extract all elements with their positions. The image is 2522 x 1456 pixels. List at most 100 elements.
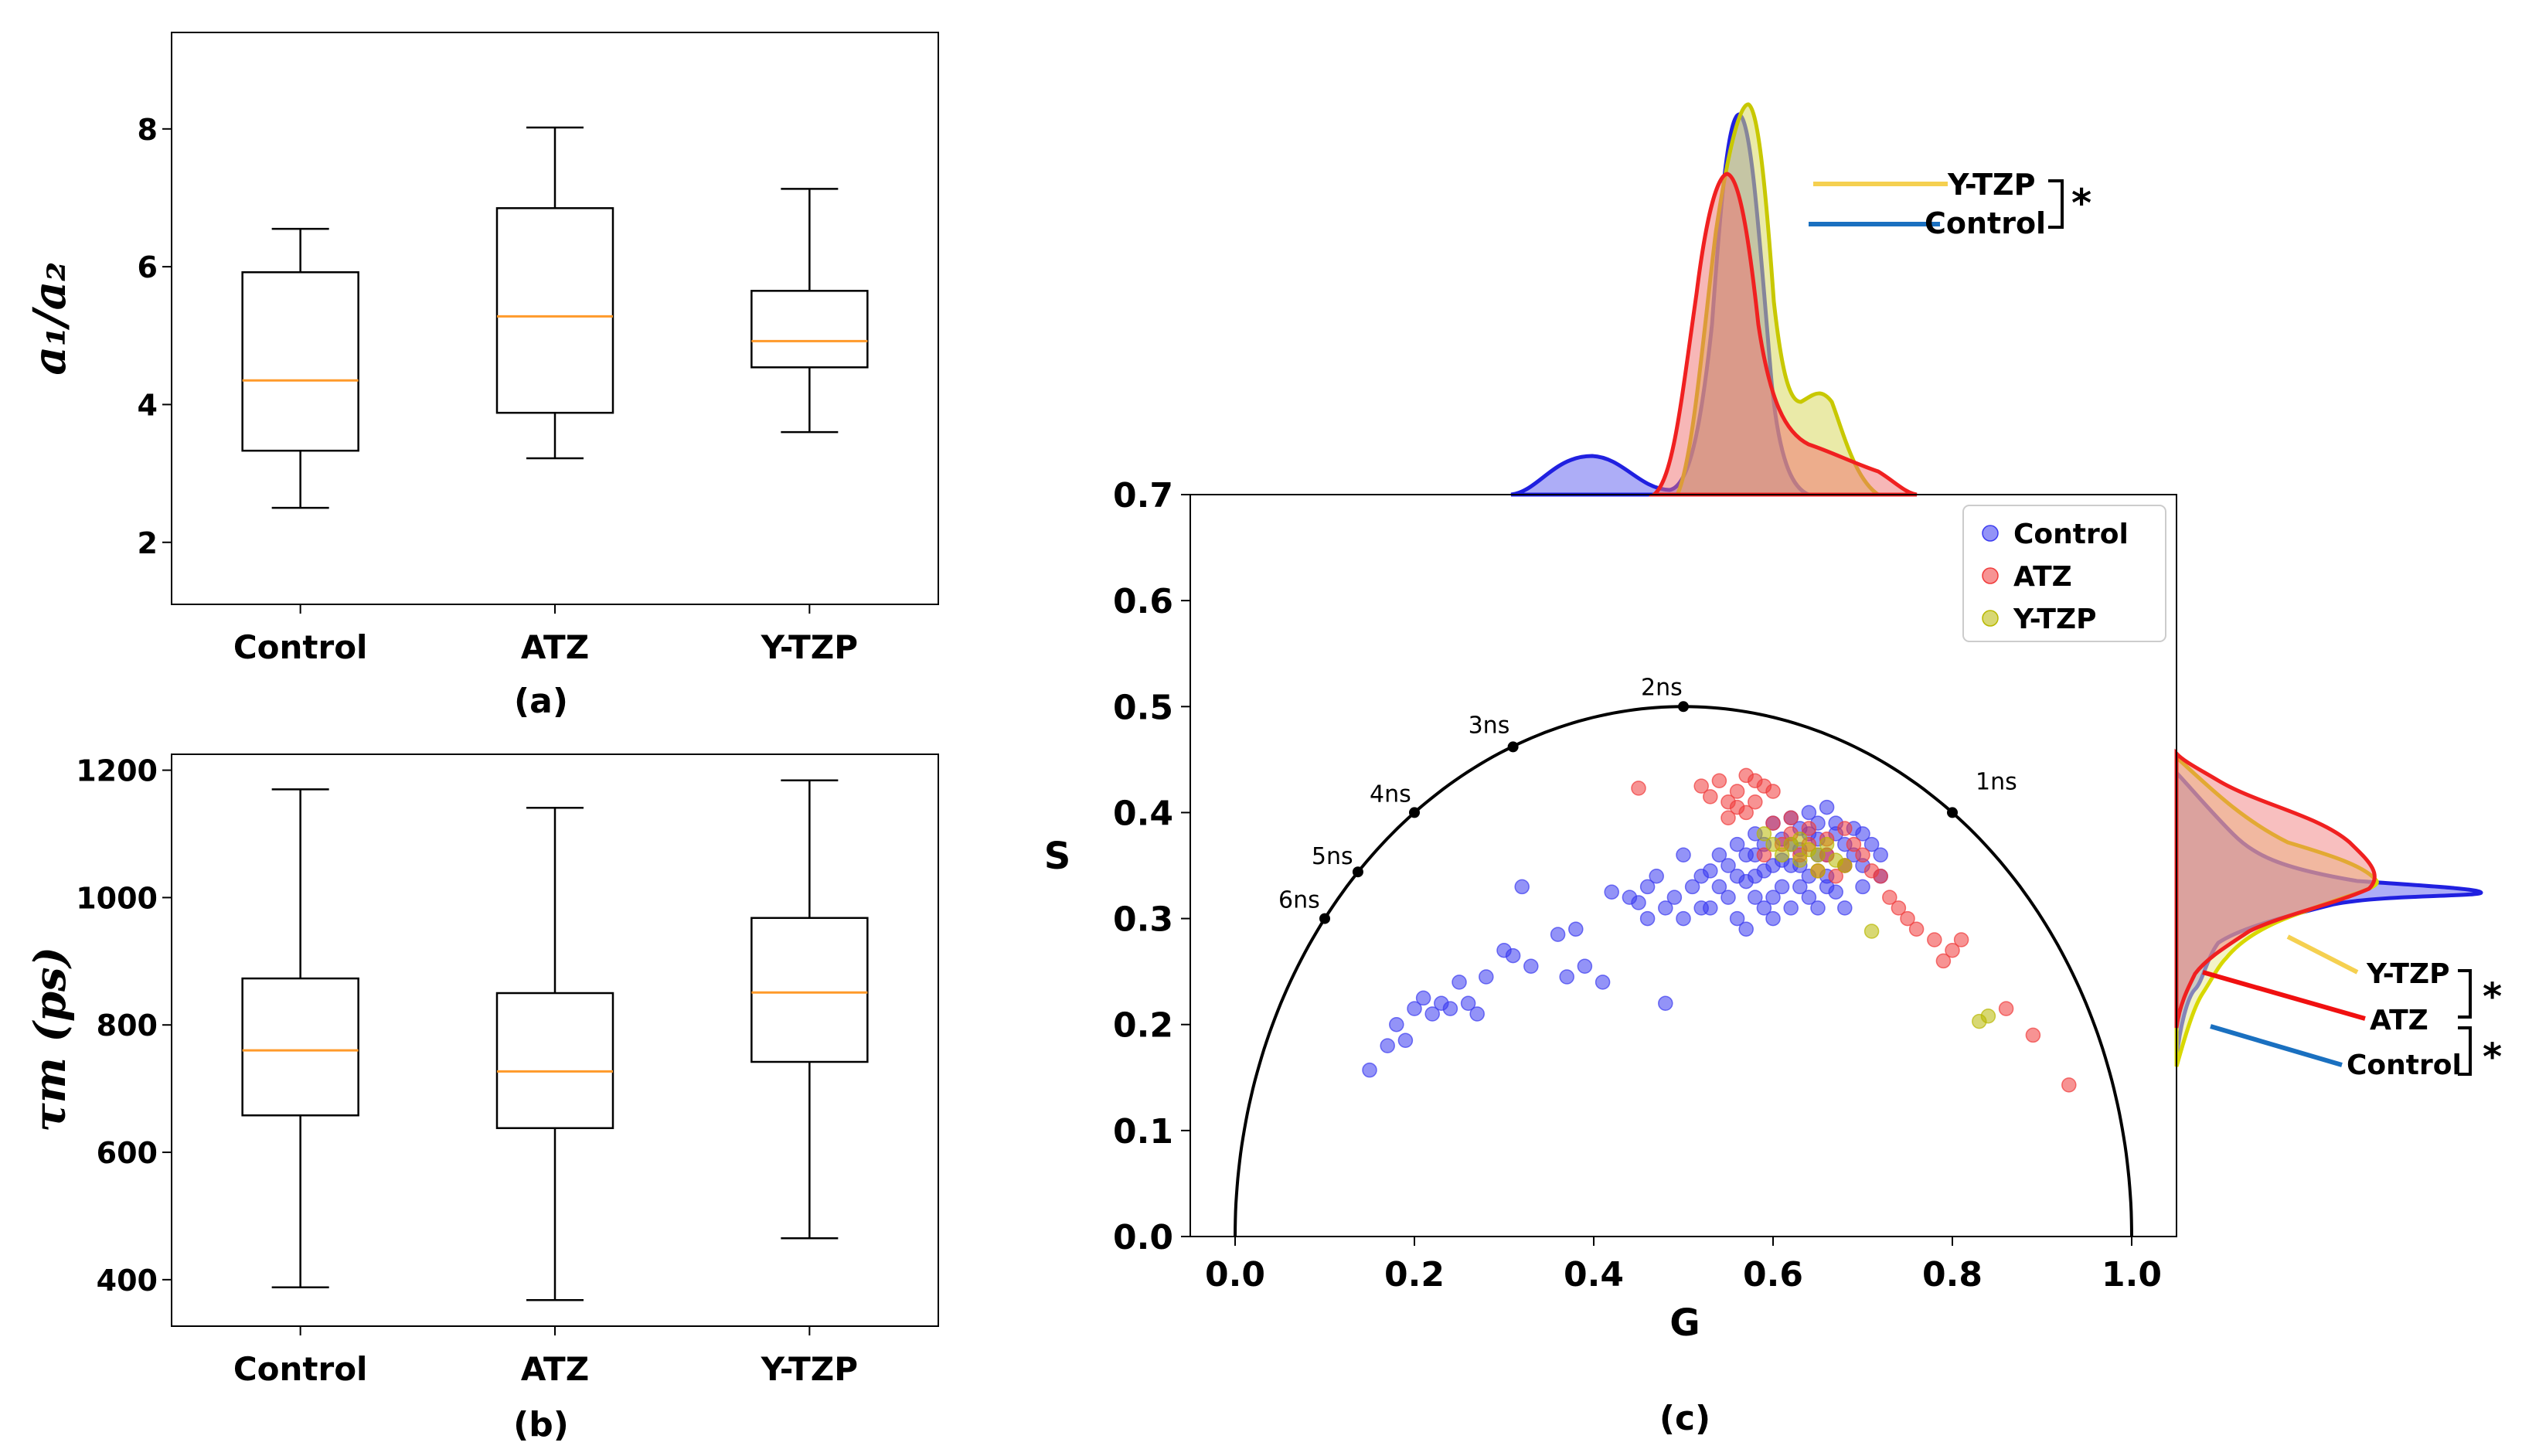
lifetime-dot	[1352, 866, 1363, 878]
scatter-point-atz	[1900, 910, 1915, 927]
scatter-point-control	[1460, 995, 1476, 1012]
x-axis-label-c: G	[1669, 1301, 1700, 1345]
legend-label: ATZ	[2013, 561, 2072, 593]
x-tick-label: 0.2	[1384, 1255, 1445, 1294]
lifetime-label: 2ns	[1641, 674, 1683, 701]
box-iqr	[495, 992, 614, 1129]
right-bracket-1	[2458, 969, 2472, 1019]
right-star-2: *	[2483, 1036, 2502, 1079]
box-plot-b: 400 600 800 1000 1200 Control ATZ Y-TZP τm (ps…	[25, 754, 939, 1444]
scatter-point-control	[1738, 847, 1754, 863]
y-tick-label: 0.2	[1113, 1006, 1173, 1046]
scatter-point-control	[1703, 900, 1718, 916]
scatter-point-control	[1424, 1006, 1440, 1022]
top-annot-control: Control	[1925, 206, 2046, 240]
scatter-point-control	[1729, 868, 1745, 884]
scatter-point-y-tzp	[1863, 924, 1880, 939]
y-axis-label-c: S	[1044, 835, 1071, 878]
panel-label-a: (a)	[514, 682, 568, 721]
scatter-point-atz	[1703, 789, 1718, 805]
scatter-point-control	[1765, 890, 1781, 905]
scatter-point-control	[1837, 900, 1853, 916]
scatter-point-y-tzp	[1756, 826, 1772, 842]
scatter-point-atz	[1711, 773, 1727, 789]
boxes-b	[241, 779, 869, 1301]
scatter-point-atz	[1748, 794, 1763, 810]
y-tick-label: 0.7	[1113, 476, 1173, 515]
scatter-point-control	[1684, 879, 1700, 895]
scatter-point-atz	[1729, 784, 1745, 799]
x-tick-label: 0.0	[1205, 1255, 1265, 1294]
scatter-point-control	[1693, 868, 1709, 884]
scatter-point-control	[1442, 1001, 1458, 1016]
scatter-point-control	[1389, 1016, 1404, 1032]
box-plot-a: 2 4 6 8 Control ATZ Y-TZP a₁/a₂ (a)	[23, 32, 939, 721]
box-iqr	[750, 290, 869, 369]
y-tick-label: 0.3	[1113, 900, 1173, 940]
scatter-point-control	[1568, 921, 1584, 937]
scatter-point-control	[1658, 995, 1673, 1012]
scatter-point-atz	[1855, 847, 1870, 863]
right-marginal-density: Y-TZP ATZ Control * *	[2174, 748, 2502, 1081]
y-tick-label: 800	[97, 1009, 158, 1043]
scatter-point-control	[1631, 895, 1646, 910]
scatter-point-control	[1873, 847, 1888, 863]
scatter-point-control	[1855, 826, 1870, 842]
y-ticks-b: 400 600 800 1000 1200	[76, 754, 172, 1298]
top-marginal-density: Y-TZP Control *	[1510, 102, 2091, 497]
scatter-point-control	[1756, 900, 1772, 916]
x-tick-label: 0.6	[1743, 1255, 1803, 1294]
scatter-point-control	[1407, 1001, 1422, 1016]
scatter-point-control	[1595, 975, 1611, 990]
scatter-point-control	[1855, 879, 1870, 895]
scatter-point-atz	[1908, 921, 1925, 937]
legend-c: Control ATZ Y-TZP	[1962, 505, 2166, 642]
scatter-point-control	[1774, 879, 1790, 895]
x-tick-label: 0.4	[1564, 1255, 1624, 1294]
scatter-point-atz	[1765, 815, 1781, 831]
scatter-point-atz	[1783, 810, 1799, 826]
y-tick-label: 0.1	[1113, 1112, 1173, 1152]
lifetime-label: 4ns	[1370, 781, 1411, 808]
scatter-point-control	[1604, 884, 1619, 900]
y-tick-label: 4	[138, 388, 158, 422]
scatter-point-y-tzp	[1980, 1008, 1996, 1024]
scatter-point-control	[1639, 910, 1656, 927]
scatter-point-atz	[1828, 868, 1843, 884]
scatter-point-atz	[1837, 821, 1853, 836]
category-label: Control	[233, 628, 368, 666]
scatter-point-atz	[1863, 863, 1880, 879]
category-labels-a: Control ATZ Y-TZP	[233, 604, 858, 666]
scatter-point-atz	[1631, 781, 1646, 796]
scatter-point-control	[1649, 868, 1664, 884]
scatter-point-control	[1514, 879, 1530, 895]
lifetime-dot	[1409, 807, 1420, 818]
scatter-point-y-tzp	[1819, 836, 1835, 852]
right-annot-control: Control	[2347, 1049, 2462, 1081]
scatter-point-control	[1711, 847, 1727, 863]
y-tick-label: 600	[97, 1136, 158, 1170]
right-annot-atz: ATZ	[2370, 1005, 2428, 1036]
scatter-point-control	[1738, 921, 1754, 937]
y-tick-label: 0.6	[1113, 582, 1173, 621]
scatter-point-control	[1559, 969, 1574, 985]
right-star-1: *	[2483, 975, 2502, 1019]
scatter-point-y-tzp	[1810, 863, 1826, 879]
right-annot-line-control	[2210, 1024, 2343, 1067]
lifetime-marks: 1ns 2ns 3ns 4ns 5ns 6ns	[1278, 674, 2017, 924]
legend-marker	[1982, 567, 1999, 584]
right-density-atz	[2174, 748, 2377, 1029]
scatter-point-control	[1748, 868, 1763, 884]
lifetime-dot	[1319, 913, 1330, 924]
category-label: ATZ	[521, 1350, 589, 1388]
scatter-point-control	[1452, 975, 1467, 990]
legend-box	[1962, 505, 2166, 642]
box-iqr	[750, 917, 869, 1063]
scatter-point-control	[1810, 900, 1826, 916]
scatter-point-control	[1380, 1038, 1395, 1053]
scatter-point-control	[1720, 890, 1736, 905]
category-label: ATZ	[521, 628, 589, 666]
scatter-point-atz	[1953, 932, 1969, 947]
scatter-point-control	[1523, 958, 1539, 975]
lifetime-label: 3ns	[1469, 712, 1510, 739]
